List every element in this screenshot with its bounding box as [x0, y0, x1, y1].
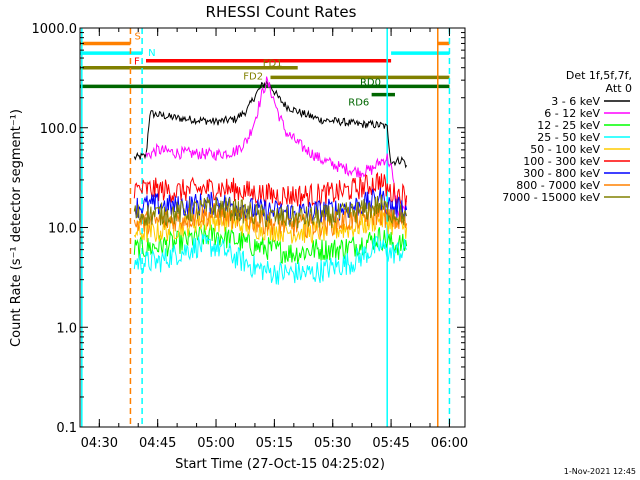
flag-label-n: N [148, 48, 155, 59]
legend-entry-label: 3 - 6 keV [551, 95, 600, 108]
x-tick-label: 05:00 [197, 436, 234, 451]
x-tick-label: 04:30 [81, 436, 118, 451]
series-line [133, 171, 408, 208]
flag-label-fd1: FD1 [263, 59, 283, 70]
series-line [133, 194, 408, 229]
series-line [133, 224, 408, 265]
series-line [145, 76, 408, 222]
legend-entry-label: 7000 - 15000 keV [502, 191, 600, 204]
flag-label-rd0: RD0 [360, 77, 381, 88]
y-tick-label: 0.1 [56, 421, 77, 436]
flag-label-f: F [134, 57, 140, 68]
x-tick-label: 05:30 [314, 436, 351, 451]
legend-entry-label: 25 - 50 keV [537, 131, 600, 144]
legend-entry-label: 300 - 800 keV [523, 167, 600, 180]
y-tick-label: 10.0 [48, 222, 77, 237]
y-tick-label: 100.0 [40, 122, 77, 137]
legend-header-line-1: Det 1f,5f,7f, [566, 69, 632, 82]
legend-entry-label: 800 - 7000 keV [516, 179, 600, 192]
legend-entry-label: 50 - 100 keV [530, 143, 600, 156]
chart-title: RHESSI Count Rates [206, 3, 357, 21]
x-tick-label: 05:15 [256, 436, 293, 451]
flag-label-fd2: FD2 [243, 71, 263, 82]
x-tick-label: 06:00 [431, 436, 468, 451]
series-line [133, 234, 408, 285]
x-axis-label: Start Time (27-Oct-15 04:25:02) [175, 457, 385, 472]
x-tick-label: 05:45 [372, 436, 409, 451]
y-tick-label: 1.0 [56, 321, 77, 336]
x-tick-label: 04:45 [139, 436, 176, 451]
footer-date: 1-Nov-2021 12:45 [564, 467, 636, 476]
y-axis-label: Count Rate (s⁻¹ detector segment⁻¹) [9, 109, 24, 347]
flag-label-rd6: RD6 [348, 98, 369, 109]
legend-entry-label: 100 - 300 keV [523, 155, 600, 168]
y-axis-ticks: 0.1 1.0 10.0 100.0 1000.0 [32, 22, 465, 436]
legend-entry-label: 12 - 25 keV [537, 119, 600, 132]
series-lines [133, 76, 408, 285]
legend-header-line-2: Att 0 [606, 82, 632, 95]
series-line [133, 80, 408, 169]
flag-label-s: S [134, 31, 140, 42]
legend-entry-label: 6 - 12 keV [544, 107, 600, 120]
y-tick-label: 1000.0 [32, 22, 78, 37]
x-axis-ticks: 04:30 04:45 05:00 05:15 05:30 05:45 06:00 [81, 28, 468, 451]
